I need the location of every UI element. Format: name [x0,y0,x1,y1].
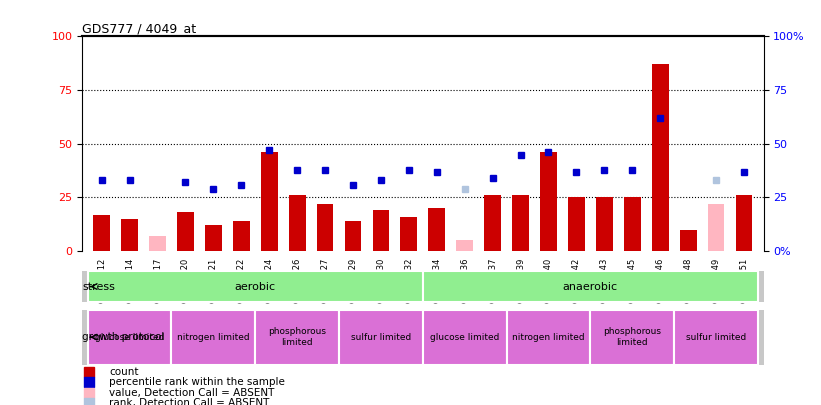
Bar [317,204,333,251]
Text: value, Detection Call = ABSENT: value, Detection Call = ABSENT [109,388,275,398]
Bar [540,152,557,251]
Bar [149,236,166,251]
Text: anaerobic: anaerobic [563,281,618,292]
Bar [88,310,172,364]
Bar [484,195,501,251]
Text: count: count [109,367,139,377]
Text: nitrogen limited: nitrogen limited [177,333,250,342]
Bar [172,310,255,364]
Bar [507,310,590,364]
Text: rank, Detection Call = ABSENT: rank, Detection Call = ABSENT [109,398,270,405]
Bar [674,310,758,364]
Text: phosphorous
limited: phosphorous limited [603,328,661,347]
Bar [652,64,668,251]
Bar [373,210,389,251]
Text: growth protocol: growth protocol [82,332,165,342]
Bar [423,310,507,364]
Bar [177,213,194,251]
Text: glucose limited: glucose limited [95,333,164,342]
Bar [289,195,305,251]
Bar [456,241,473,251]
Bar [205,225,222,251]
Bar [88,271,423,302]
Bar [596,198,612,251]
Text: GDS777 / 4049_at: GDS777 / 4049_at [82,22,196,35]
Bar [568,198,585,251]
Bar [423,271,758,302]
Bar [624,198,640,251]
Text: sulfur limited: sulfur limited [351,333,411,342]
Text: percentile rank within the sample: percentile rank within the sample [109,377,285,388]
Text: aerobic: aerobic [235,281,276,292]
Bar [429,208,445,251]
Bar [94,215,110,251]
Text: stress: stress [82,281,115,292]
Bar [122,219,138,251]
Bar [401,217,417,251]
Text: phosphorous
limited: phosphorous limited [268,328,326,347]
Bar [345,221,361,251]
Bar [680,230,696,251]
Bar [512,195,529,251]
Text: nitrogen limited: nitrogen limited [512,333,585,342]
Bar [590,310,674,364]
Bar [233,221,250,251]
Bar [261,152,277,251]
Text: glucose limited: glucose limited [430,333,499,342]
Bar [736,195,752,251]
Bar [255,310,339,364]
Bar [339,310,423,364]
Text: sulfur limited: sulfur limited [686,333,746,342]
Bar [708,204,724,251]
